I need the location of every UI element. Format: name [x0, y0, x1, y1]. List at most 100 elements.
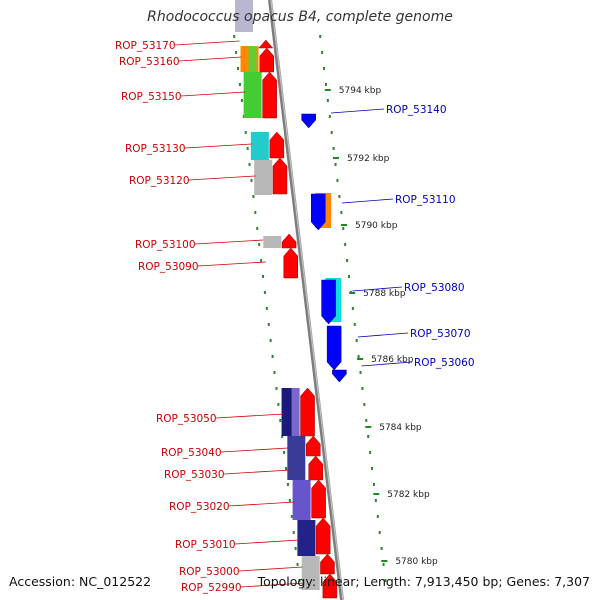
gene-arrows [258, 39, 347, 599]
forward-gene-label: ROP_53000 [179, 566, 240, 578]
scale-tick-label: 5790 kbp [355, 221, 398, 231]
scale-tick-label: 5792 kbp [347, 154, 390, 164]
guide-dot [273, 371, 276, 374]
guide-dot [292, 531, 295, 534]
guide-dot [359, 371, 362, 374]
forward-gene-arrow [281, 233, 297, 249]
reverse-leader [361, 361, 413, 367]
scale-tick-mark [381, 560, 388, 562]
cog-band [291, 388, 300, 436]
forward-leader [240, 582, 305, 588]
guide-dot [260, 259, 263, 262]
guide-dot [371, 467, 374, 470]
forward-gene-arrow [262, 71, 277, 119]
forward-gene-arrow [320, 553, 335, 575]
reverse-gene-label: ROP_53140 [386, 104, 447, 116]
guide-dot [319, 35, 322, 38]
guide-dot [336, 179, 339, 182]
reverse-gene-arrow [332, 369, 347, 383]
guide-dot [279, 419, 282, 422]
guide-dot [324, 83, 327, 86]
scale-ticks: 5794 kbp 5792 kbp 5790 kbp 5788 kbp 5786 kbp… [324, 86, 438, 567]
guide-dot [326, 99, 329, 102]
guide-dot [269, 339, 272, 342]
guide-dot [380, 547, 383, 550]
forward-gene-label: ROP_53170 [115, 40, 176, 52]
reverse-gene-label: ROP_53060 [414, 357, 475, 369]
guide-dot [254, 211, 257, 214]
guide-dot [382, 563, 385, 566]
cog-band [287, 436, 306, 480]
guide-dot [332, 147, 335, 150]
forward-gene-arrow [272, 157, 288, 195]
guide-dot [275, 387, 278, 390]
scale-tick-mark [357, 358, 364, 360]
scale-tick-mark [373, 493, 380, 495]
guide-dot [252, 195, 255, 198]
forward-gene-arrow [311, 479, 326, 519]
label-leader-lines [174, 40, 413, 588]
guide-dot [256, 227, 259, 230]
cog-band [254, 160, 273, 195]
guide-dot [263, 291, 266, 294]
forward-leader [194, 239, 264, 245]
guide-dot [334, 163, 337, 166]
scale-tick-mark [332, 157, 339, 159]
forward-gene-label: ROP_53090 [138, 261, 199, 273]
forward-gene-label: ROP_53040 [161, 447, 222, 459]
guide-dot [262, 275, 264, 278]
guide-dot [330, 131, 333, 134]
forward-leader [238, 566, 303, 572]
guide-dot [367, 435, 370, 438]
scale-tick-mark [365, 426, 372, 428]
forward-gene-label: ROP_53120 [129, 175, 190, 187]
forward-gene-label: ROP_53150 [121, 91, 182, 103]
forward-gene-label: ROP_53050 [156, 413, 217, 425]
guide-dot [244, 131, 247, 134]
cog-color-bands [235, 0, 342, 590]
guide-dot [357, 355, 360, 358]
guide-dot [346, 259, 349, 262]
forward-gene-label: ROP_52990 [181, 582, 242, 594]
scale-tick-mark [341, 224, 347, 226]
forward-leader [188, 175, 256, 181]
scale-tick-label: 5780 kbp [395, 557, 438, 567]
forward-gene-label: ROP_53130 [125, 143, 186, 155]
forward-gene-arrow [315, 517, 331, 555]
forward-leader [184, 143, 252, 149]
forward-leader [180, 91, 246, 97]
guide-dot [288, 499, 291, 502]
guide-dot [384, 579, 387, 582]
forward-gene-arrow [269, 131, 285, 159]
guide-dot [271, 355, 274, 358]
guide-dot [338, 195, 341, 198]
forward-gene-arrow [308, 455, 323, 481]
guide-dot [238, 83, 241, 86]
forward-gene-arrow [258, 39, 274, 49]
genome-title: Rhodococcus opacus B4, complete genome [147, 9, 453, 25]
guide-dot [286, 483, 289, 486]
guide-dot [328, 115, 331, 118]
gene-labels: ROP_53170 ROP_53160 ROP_53150 ROP_53130 ROP_… [115, 40, 475, 594]
scale-tick-mark [324, 89, 331, 91]
guide-dot [277, 403, 280, 406]
guide-dot [248, 163, 251, 166]
forward-gene-arrow [259, 47, 275, 73]
guide-dot [378, 531, 381, 534]
guide-dot [265, 307, 268, 310]
forward-gene-label: ROP_53010 [175, 539, 236, 551]
guide-dot [285, 467, 288, 470]
forward-leader [234, 539, 300, 545]
reverse-gene-arrow [326, 325, 342, 371]
guide-dot [353, 323, 356, 326]
scale-tick-label: 5784 kbp [379, 423, 422, 433]
guide-dot [283, 451, 286, 454]
cog-band [235, 0, 253, 32]
scale-tick-label: 5794 kbp [339, 86, 382, 96]
cog-band [248, 46, 257, 72]
forward-gene-label: ROP_53100 [135, 239, 196, 251]
forward-leader [220, 447, 289, 453]
guide-dot [235, 51, 238, 54]
reverse-leader [357, 332, 409, 338]
forward-gene-arrow [306, 435, 321, 457]
